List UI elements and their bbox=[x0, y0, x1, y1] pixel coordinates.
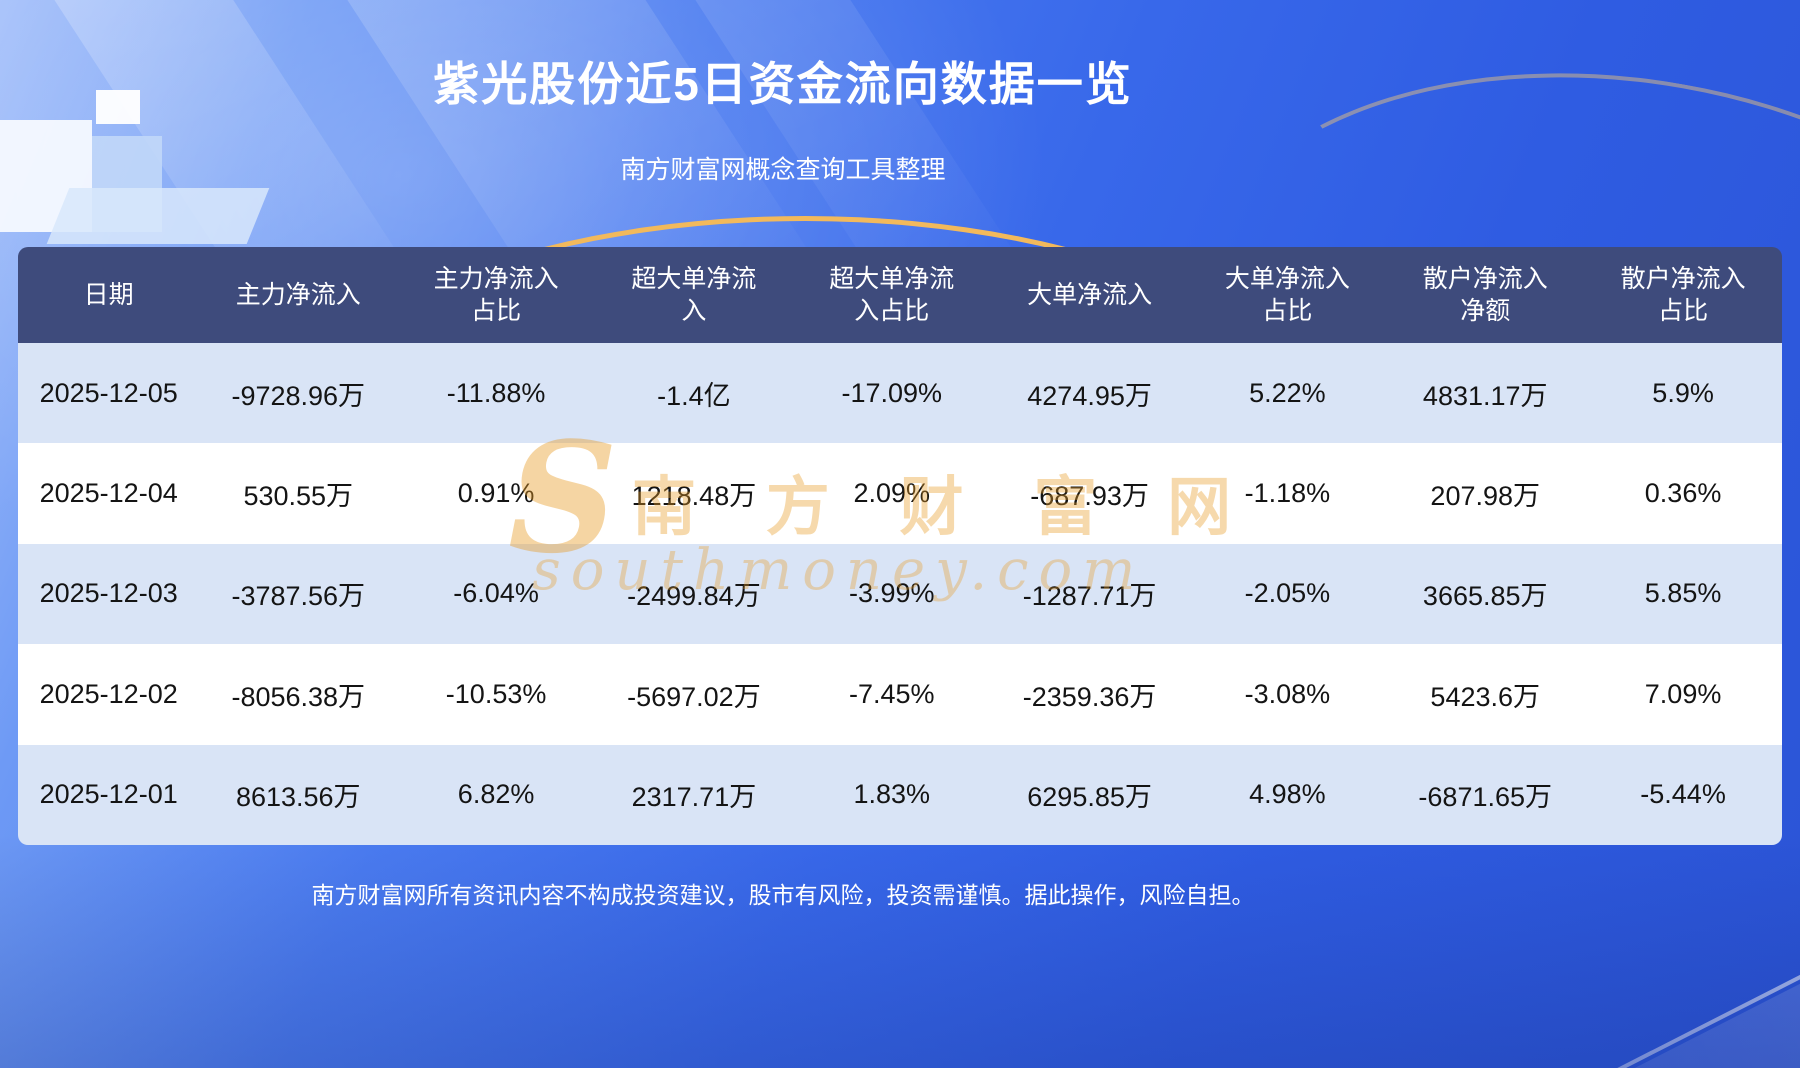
column-header: 日期 bbox=[18, 247, 200, 343]
column-header: 大单净流入 bbox=[990, 247, 1189, 343]
date-cell: 2025-12-05 bbox=[18, 343, 200, 444]
disclaimer-text: 南方财富网所有资讯内容不构成投资建议，股市有风险，投资需谨慎。据此操作，风险自担… bbox=[311, 882, 1255, 908]
value-cell: -1.4亿 bbox=[595, 343, 793, 444]
value-cell: -1.18% bbox=[1188, 443, 1387, 544]
column-header: 主力净流入 占比 bbox=[397, 247, 595, 343]
value-cell: 0.91% bbox=[397, 443, 595, 544]
fund-flow-table-grid: 日期 主力净流入 主力净流入 占比 超大单净流 入超大单净流 入占比 大单净流入 大单净流… bbox=[18, 247, 1782, 845]
value-cell: 7.09% bbox=[1584, 644, 1782, 745]
value-cell: 3665.85万 bbox=[1386, 543, 1585, 645]
value-cell: 2317.71万 bbox=[595, 744, 793, 845]
value-cell: -3.08% bbox=[1188, 644, 1387, 745]
value-cell: -1287.71万 bbox=[990, 543, 1189, 645]
date-cell: 2025-12-01 bbox=[18, 744, 200, 845]
table-row: 2025-12-03 -3787.56万 -6.04% -2499.84万 -3.99%… bbox=[18, 543, 1782, 645]
value-cell: -5697.02万 bbox=[595, 644, 793, 745]
table-row: 2025-12-05 -9728.96万 -11.88% -1.4亿 -17.09% 42… bbox=[18, 343, 1782, 444]
value-cell: 5.22% bbox=[1188, 343, 1387, 444]
value-cell: -8056.38万 bbox=[199, 644, 398, 745]
column-header: 大单净流入 占比 bbox=[1188, 247, 1387, 343]
value-cell: -6871.65万 bbox=[1386, 744, 1585, 845]
value-cell: 1218.48万 bbox=[595, 443, 793, 544]
value-cell: -11.88% bbox=[397, 343, 595, 444]
value-cell: 530.55万 bbox=[199, 443, 398, 544]
table-header: 日期 主力净流入 主力净流入 占比 超大单净流 入超大单净流 入占比 大单净流入 大单净流… bbox=[18, 247, 1782, 343]
value-cell: 4274.95万 bbox=[990, 343, 1189, 444]
date-cell: 2025-12-02 bbox=[18, 644, 200, 745]
table-row: 2025-12-02 -8056.38万 -10.53% -5697.02万 -7.45… bbox=[18, 644, 1782, 745]
value-cell: 1.83% bbox=[792, 744, 991, 845]
value-cell: -2359.36万 bbox=[990, 644, 1189, 745]
fund-flow-table: 日期 主力净流入 主力净流入 占比 超大单净流 入超大单净流 入占比 大单净流入 大单净流… bbox=[18, 247, 1782, 845]
value-cell: 207.98万 bbox=[1386, 443, 1585, 544]
value-cell: -10.53% bbox=[397, 644, 595, 745]
column-header: 主力净流入 bbox=[199, 247, 398, 343]
value-cell: 6295.85万 bbox=[990, 744, 1189, 845]
value-cell: 2.09% bbox=[792, 443, 991, 544]
value-cell: 6.82% bbox=[397, 744, 595, 845]
date-cell: 2025-12-04 bbox=[18, 443, 200, 544]
date-cell: 2025-12-03 bbox=[18, 543, 200, 645]
column-header: 散户净流入 净额 bbox=[1386, 247, 1585, 343]
table-body: 2025-12-05 -9728.96万 -11.88% -1.4亿 -17.09% 42… bbox=[18, 343, 1782, 845]
value-cell: -5.44% bbox=[1584, 744, 1782, 845]
value-cell: 4.98% bbox=[1188, 744, 1387, 845]
table-row: 2025-12-01 8613.56万 6.82% 2317.71万 1.83% 6295… bbox=[18, 744, 1782, 845]
value-cell: -2499.84万 bbox=[595, 543, 793, 645]
value-cell: -687.93万 bbox=[990, 443, 1189, 544]
decor-building-block bbox=[96, 90, 140, 124]
value-cell: -6.04% bbox=[397, 543, 595, 645]
value-cell: -17.09% bbox=[792, 343, 991, 444]
value-cell: 0.36% bbox=[1584, 443, 1782, 544]
value-cell: 5.85% bbox=[1584, 543, 1782, 645]
column-header: 超大单净流 入占比 bbox=[792, 247, 991, 343]
gold-arc-decor bbox=[250, 216, 1360, 746]
value-cell: -3787.56万 bbox=[199, 543, 398, 645]
value-cell: 8613.56万 bbox=[199, 744, 398, 845]
column-header: 超大单净流 入 bbox=[595, 247, 793, 343]
column-header: 散户净流入 占比 bbox=[1584, 247, 1782, 343]
page-title: 紫光股份近5日资金流向数据一览 bbox=[433, 58, 1133, 110]
value-cell: -2.05% bbox=[1188, 543, 1387, 645]
page-subtitle: 南方财富网概念查询工具整理 bbox=[620, 156, 946, 184]
value-cell: 4831.17万 bbox=[1386, 343, 1585, 444]
value-cell: 5423.6万 bbox=[1386, 644, 1585, 745]
value-cell: -7.45% bbox=[792, 644, 991, 745]
table-row: 2025-12-04 530.55万 0.91% 1218.48万 2.09% -687.… bbox=[18, 443, 1782, 544]
value-cell: 5.9% bbox=[1584, 343, 1782, 444]
value-cell: -9728.96万 bbox=[199, 343, 398, 444]
value-cell: -3.99% bbox=[792, 543, 991, 645]
table-header-row: 日期 主力净流入 主力净流入 占比 超大单净流 入超大单净流 入占比 大单净流入 大单净流… bbox=[18, 247, 1782, 343]
